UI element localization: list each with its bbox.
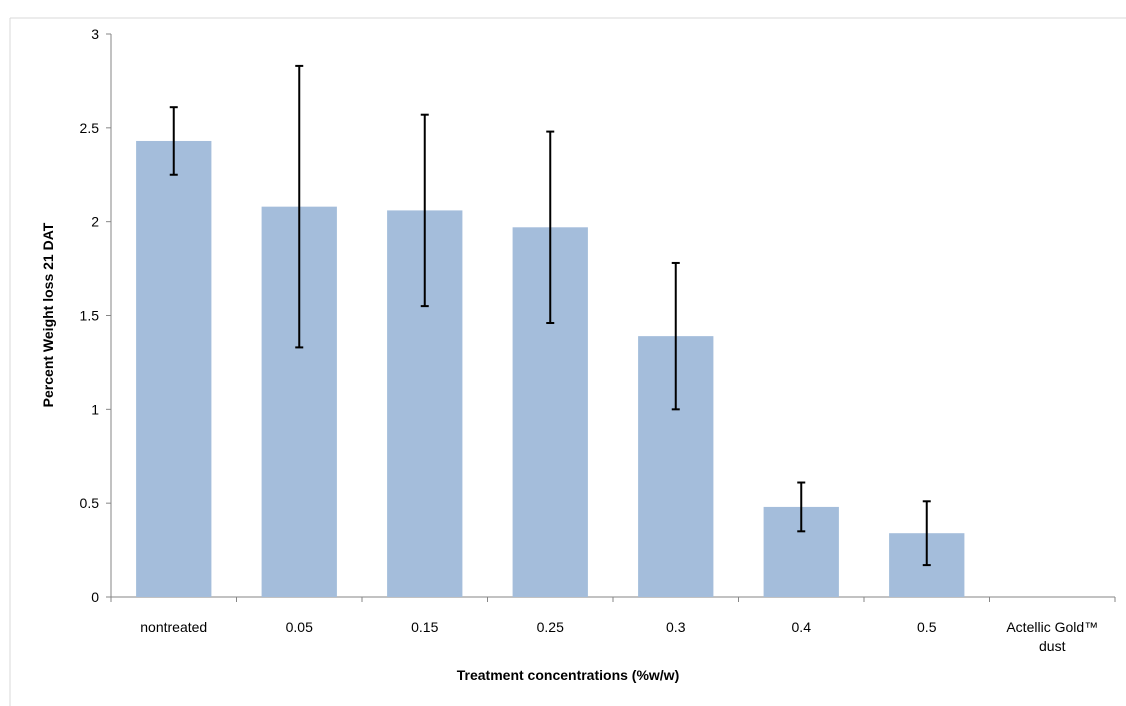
x-tick-label: 0.25 bbox=[537, 619, 564, 635]
x-tick-label: nontreated bbox=[140, 619, 207, 635]
x-tick-label: 0.05 bbox=[286, 619, 313, 635]
x-tick-label: Actellic Gold™ bbox=[1006, 619, 1098, 635]
y-tick-label: 1.5 bbox=[80, 308, 100, 324]
x-tick-label: dust bbox=[1039, 638, 1066, 654]
y-tick-label: 3 bbox=[91, 26, 99, 42]
x-tick-label: 0.3 bbox=[666, 619, 686, 635]
y-tick-label: 0.5 bbox=[80, 495, 100, 511]
y-tick-label: 2 bbox=[91, 214, 99, 230]
x-tick-label: 0.4 bbox=[792, 619, 812, 635]
y-axis-ticks: 0 0.5 1 1.5 2 2.5 3 bbox=[80, 26, 111, 605]
plot-area bbox=[110, 34, 1115, 598]
y-tick-label: 0 bbox=[91, 589, 99, 605]
x-axis-label: Treatment concentrations (%w/w) bbox=[457, 667, 679, 683]
x-tick-label: 0.15 bbox=[411, 619, 438, 635]
y-axis-label: Percent Weight loss 21 DAT bbox=[40, 222, 56, 407]
y-tick-label: 1 bbox=[91, 401, 99, 417]
x-axis-ticks: nontreated 0.05 0.15 0.25 0.3 0.4 0.5 Actellic … bbox=[110, 597, 1116, 654]
x-tick-label: 0.5 bbox=[917, 619, 937, 635]
y-tick-label: 2.5 bbox=[80, 120, 100, 136]
bar bbox=[136, 140, 212, 597]
